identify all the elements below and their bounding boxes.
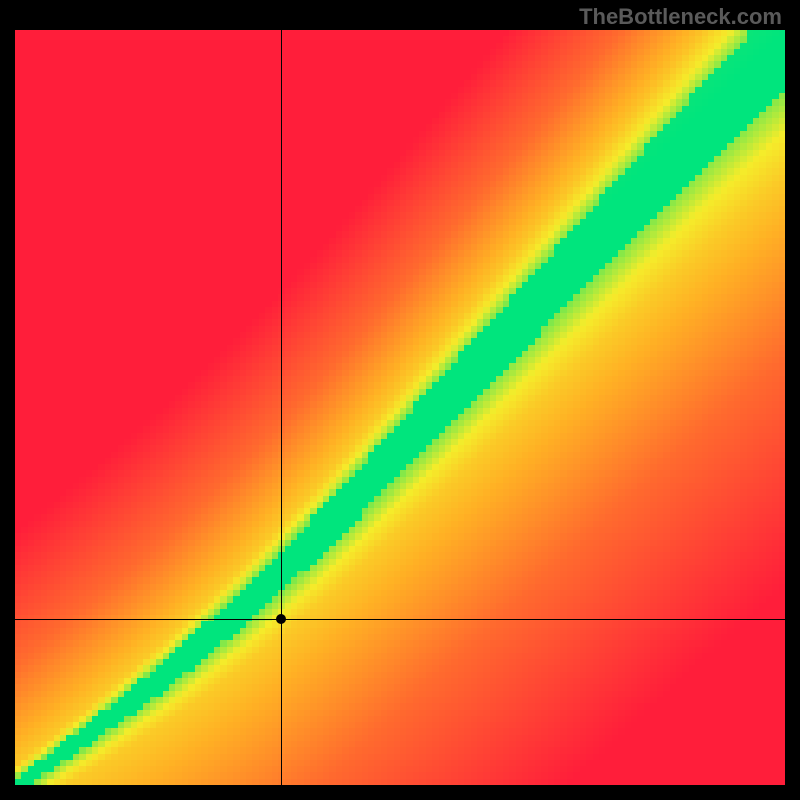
crosshair-vertical xyxy=(281,30,282,785)
crosshair-horizontal xyxy=(15,619,785,620)
marker-dot xyxy=(276,614,286,624)
chart-container: TheBottleneck.com xyxy=(0,0,800,800)
heatmap-canvas xyxy=(15,30,785,785)
watermark-text: TheBottleneck.com xyxy=(579,4,782,30)
